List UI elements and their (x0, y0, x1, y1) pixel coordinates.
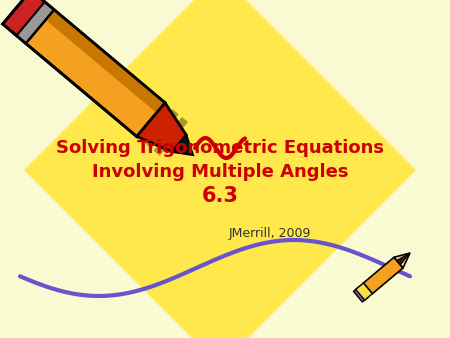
Polygon shape (3, 0, 54, 43)
Polygon shape (356, 283, 372, 300)
Text: Solving Trigonometric Equations: Solving Trigonometric Equations (56, 139, 384, 157)
Polygon shape (363, 257, 403, 294)
Polygon shape (153, 117, 188, 156)
Polygon shape (45, 9, 165, 113)
Polygon shape (26, 9, 165, 137)
Polygon shape (25, 0, 415, 338)
Polygon shape (17, 2, 54, 43)
Text: Involving Multiple Angles: Involving Multiple Angles (92, 163, 348, 181)
Polygon shape (172, 135, 193, 155)
Polygon shape (394, 253, 410, 268)
Polygon shape (397, 253, 410, 265)
Text: 6.3: 6.3 (202, 186, 238, 206)
Polygon shape (137, 103, 186, 152)
Text: JMerrill, 2009: JMerrill, 2009 (229, 226, 311, 240)
Polygon shape (144, 109, 179, 148)
Polygon shape (353, 286, 369, 302)
